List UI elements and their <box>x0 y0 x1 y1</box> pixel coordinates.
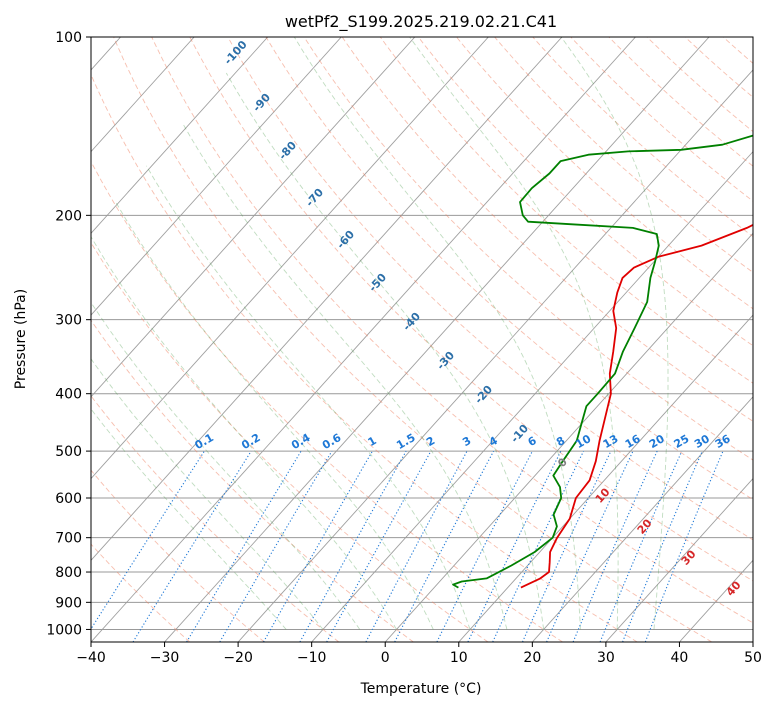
background-reference-lines <box>91 37 753 642</box>
mixing-ratio-line <box>467 450 562 642</box>
isotherm-line <box>605 477 753 642</box>
temperature-profile-line <box>520 223 753 589</box>
moist-adiabat-line <box>560 37 669 630</box>
x-tick-label: −10 <box>297 650 327 666</box>
x-tick-label: 50 <box>744 650 762 666</box>
x-tick-label: 20 <box>523 650 541 666</box>
moist-adiabat-line <box>293 37 581 630</box>
mixing-ratio-line <box>521 450 612 642</box>
moist-adiabat-line <box>225 72 545 630</box>
dry-adiabat-line <box>265 37 753 501</box>
y-tick-label: 200 <box>55 208 82 224</box>
isotherm-line <box>164 37 710 642</box>
mixing-ratio-line <box>622 450 703 642</box>
isotherm-line <box>91 37 489 480</box>
isotherm-line <box>384 232 753 642</box>
mixing-ratio-line <box>599 450 683 642</box>
x-tick-label: 40 <box>671 650 689 666</box>
isotherm-line <box>237 69 753 642</box>
dry-adiabat-line <box>341 37 753 422</box>
axis-ticks: −40 −30 −20 −10 0 10 20 30 40 50 100 200 300 400 500 60… <box>46 30 762 666</box>
x-tick-label: 10 <box>450 650 468 666</box>
y-tick-label: 300 <box>55 313 82 329</box>
mixing-ratio-line <box>91 450 205 631</box>
dry-adiabat-line <box>91 160 563 642</box>
y-tick-label: 600 <box>55 491 82 507</box>
mixing-ratio-line <box>572 450 658 642</box>
x-tick-label: −20 <box>223 650 253 666</box>
y-tick-label: 1000 <box>46 622 82 638</box>
mixing-ratio-line <box>299 450 407 642</box>
dry-adiabat-line <box>91 395 340 642</box>
isotherm-line <box>91 37 269 235</box>
moist-adiabat-line <box>409 37 619 630</box>
dry-adiabat-line <box>608 37 753 167</box>
dry-adiabat-line <box>91 241 489 642</box>
moist-adiabat-line <box>182 123 508 630</box>
chart-title: wetPf2_S199.2025.219.02.21.C41 <box>285 12 557 32</box>
y-tick-label: 700 <box>55 531 82 547</box>
isotherm-line <box>91 37 195 153</box>
x-tick-label: 0 <box>381 650 390 666</box>
y-tick-label: 800 <box>55 565 82 581</box>
moist-adiabat-line <box>91 301 361 630</box>
y-tick-label: 100 <box>55 30 82 46</box>
dry-adiabat-line <box>418 37 753 347</box>
mixing-ratio-line <box>326 450 432 642</box>
moist-adiabat-line <box>115 201 434 630</box>
dry-adiabat-line <box>532 37 753 238</box>
x-tick-label: −40 <box>76 650 106 666</box>
dry-adiabat-line <box>570 37 753 202</box>
y-axis-label: Pressure (hPa) <box>13 289 29 389</box>
isotherm-line <box>91 37 636 642</box>
sounding-profiles <box>452 134 753 589</box>
dry-adiabat-line <box>91 319 414 642</box>
mixing-ratio-line <box>436 450 533 642</box>
moist-adiabat-line <box>91 235 397 630</box>
dewpoint-profile-line <box>452 134 753 589</box>
dry-adiabat-line <box>91 469 265 642</box>
moist-adiabat-line <box>91 358 324 630</box>
x-tick-label: −30 <box>150 650 180 666</box>
x-tick-label: 30 <box>597 650 615 666</box>
mixing-ratio-line <box>644 450 724 642</box>
moist-adiabat-line <box>146 165 471 630</box>
dry-adiabat-line <box>189 37 753 582</box>
x-axis-label: Temperature (°C) <box>360 681 482 697</box>
isotherm-line <box>531 396 753 642</box>
isotherm-line <box>91 37 342 316</box>
y-tick-label: 500 <box>55 444 82 460</box>
mixing-ratio-line <box>546 450 634 642</box>
dry-adiabat-line <box>494 37 753 273</box>
moist-adiabat-line <box>91 408 287 630</box>
dry-adiabat-line <box>227 37 753 541</box>
mixing-ratio-line <box>492 450 585 642</box>
dry-adiabat-line <box>151 37 753 624</box>
y-tick-label: 400 <box>55 387 82 403</box>
isotherm-line <box>91 37 416 398</box>
y-tick-label: 900 <box>55 595 82 611</box>
dry-adiabat-line <box>91 73 638 642</box>
isotherm-line <box>91 37 563 561</box>
plot-frame <box>90 36 754 643</box>
mixing-ratio-line <box>263 450 373 642</box>
dry-adiabat-line <box>303 37 753 461</box>
mixing-ratio-line <box>219 450 333 642</box>
